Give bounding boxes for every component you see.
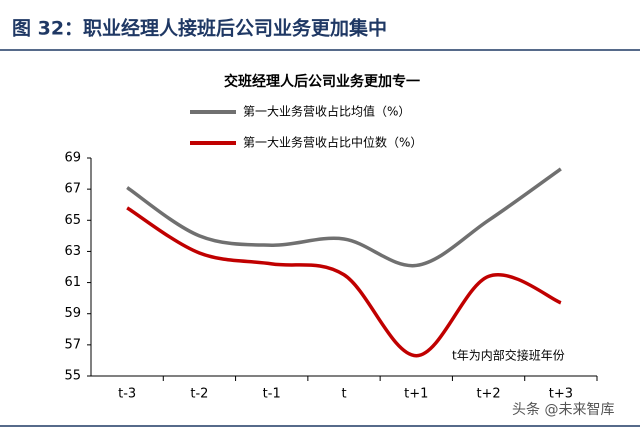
x-tick-label: t [341,387,346,402]
annotation: t年为内部交接班年份 [452,348,565,363]
series-line [126,206,562,358]
y-tick-label: 65 [64,213,81,228]
x-tick-label: t-3 [118,387,136,402]
y-tick-label: 67 [64,182,81,197]
x-tick-label: t-1 [263,387,281,402]
legend-label: 第一大业务营收占比均值（%） [243,104,410,119]
x-tick-label: t-2 [190,387,208,402]
x-tick-label: t+2 [476,387,500,402]
legend-label: 第一大业务营收占比中位数（%） [243,135,422,150]
y-tick-label: 55 [64,369,81,384]
x-tick-label: t+3 [549,387,573,402]
x-tick-label: t+1 [404,387,428,402]
chart-title: 交班经理人后公司业务更加专一 [224,73,420,90]
y-tick-label: 69 [64,151,81,166]
figure-title: 图 32：职业经理人接班后公司业务更加集中 [12,17,387,40]
watermark: 头条 @未来智库 [512,401,614,418]
series-line [126,167,562,268]
y-tick-label: 59 [64,306,81,321]
y-tick-label: 63 [64,244,81,259]
y-tick-label: 57 [64,337,81,352]
y-tick-label: 61 [64,275,81,290]
